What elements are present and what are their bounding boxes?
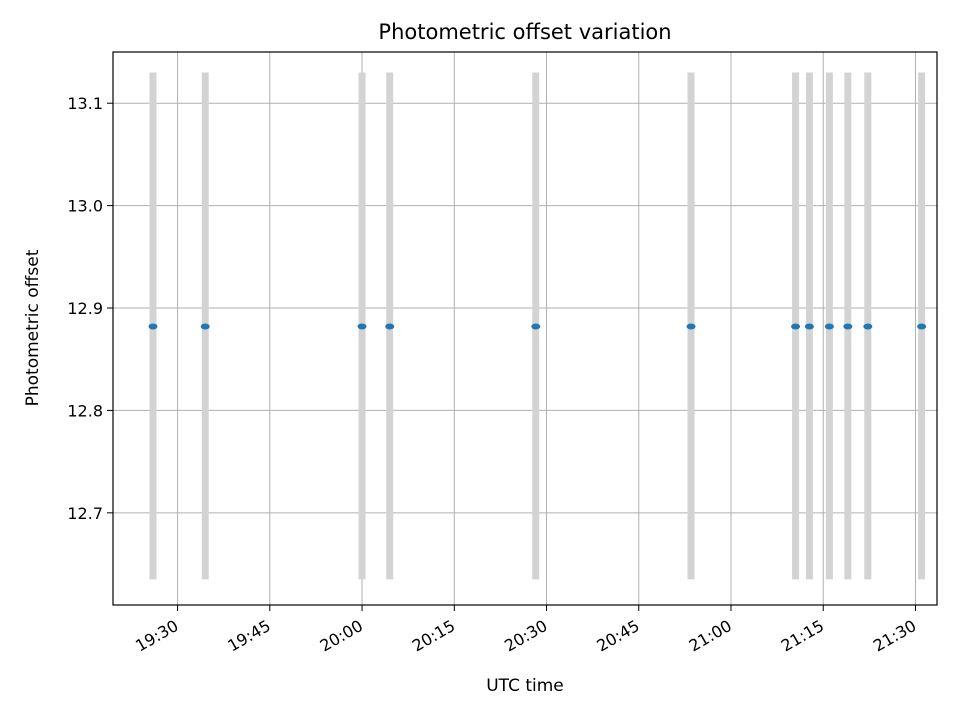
data-point xyxy=(843,323,853,330)
y-tick-label: 12.9 xyxy=(67,299,103,318)
data-point xyxy=(686,323,696,330)
x-axis-label: UTC time xyxy=(486,676,564,696)
data-points xyxy=(148,323,927,330)
y-axis-ticks: 12.7 12.8 12.9 13.0 13.1 xyxy=(67,94,113,523)
y-tick-label: 13.1 xyxy=(67,94,103,113)
grid xyxy=(113,52,937,605)
data-point xyxy=(200,323,210,330)
y-axis-label: Photometric offset xyxy=(23,249,43,406)
data-point xyxy=(824,323,834,330)
data-point xyxy=(917,323,927,330)
data-point xyxy=(357,323,367,330)
y-tick-label: 13.0 xyxy=(67,197,103,216)
data-point xyxy=(791,323,801,330)
plot-frame xyxy=(112,51,938,606)
chart-title: Photometric offset variation xyxy=(378,20,671,44)
data-point xyxy=(148,323,158,330)
y-tick-label: 12.7 xyxy=(67,504,103,523)
data-point xyxy=(531,323,541,330)
y-tick-label: 12.8 xyxy=(67,401,103,420)
data-point xyxy=(385,323,395,330)
data-point xyxy=(863,323,873,330)
data-point xyxy=(804,323,814,330)
